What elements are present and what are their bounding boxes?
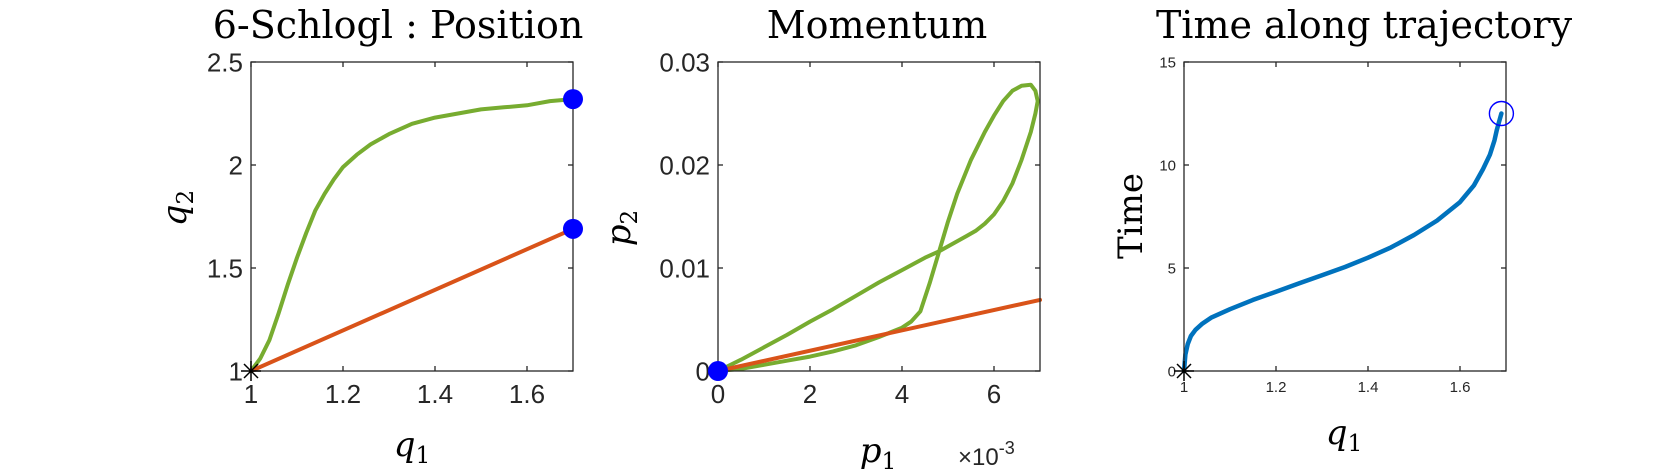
position-plot-frame xyxy=(250,61,574,372)
position-series-line-2 xyxy=(249,226,575,373)
momentum-x-tick-label: 6 xyxy=(987,379,1001,409)
position-y-axis-label: q2 xyxy=(155,190,199,226)
position-y-tick-label: 1.5 xyxy=(207,253,243,283)
time-marker-layer xyxy=(1174,100,1515,381)
time-plot-frame xyxy=(1183,61,1507,372)
position-plot: 6-Schlogl : Position 1 1.2 1.4 1.611.522.5 … xyxy=(155,3,583,469)
momentum-series-layer xyxy=(716,82,1042,373)
time-x-tick-label: 1.4 xyxy=(1358,379,1379,396)
position-series-layer xyxy=(249,97,575,373)
time-y-tick-label: 10 xyxy=(1159,157,1176,174)
time-asterisk-marker xyxy=(1174,361,1194,381)
position-asterisk-marker xyxy=(241,361,261,381)
time-x-tick-label: 1.6 xyxy=(1450,379,1471,396)
momentum-x-exponent: ×10-3 xyxy=(958,438,1015,471)
position-x-tick-label: 1.6 xyxy=(509,379,545,409)
position-x-tick-label: 1 xyxy=(244,379,258,409)
time-series-line-1 xyxy=(1181,111,1504,374)
time-plot-title: Time along trajectory xyxy=(1156,3,1573,47)
position-y-tick-label: 2 xyxy=(229,150,243,180)
position-plot-title: 6-Schlogl : Position xyxy=(213,3,584,47)
momentum-filled-circle-marker xyxy=(708,361,728,381)
position-ticks-layer: 1 1.2 1.4 1.6 1 1.5 2 2.5 xyxy=(207,47,573,409)
momentum-plot: Momentum 0 2 4 6 0 0.01 0.02 0.03 p1 ×10-3 p2 xyxy=(599,3,1042,472)
time-open-circle-marker xyxy=(1488,100,1515,127)
momentum-y-tick-label: 0.01 xyxy=(659,253,710,283)
time-y-tick-label: 5 xyxy=(1168,260,1176,277)
time-plot: Time along trajectory 1 1.2 1.4 1.6 0 5 10 15 q… xyxy=(1111,3,1573,457)
momentum-x-tick-label: 4 xyxy=(895,379,909,409)
position-filled-circle-marker xyxy=(563,218,583,239)
momentum-plot-title: Momentum xyxy=(767,3,988,47)
position-x-tick-label: 1.4 xyxy=(417,379,453,409)
time-x-tick-label: 1 xyxy=(1180,379,1188,396)
momentum-y-axis-label: p2 xyxy=(599,210,643,246)
position-x-tick-label: 1.2 xyxy=(325,379,361,409)
momentum-series-line-2 xyxy=(716,297,1042,373)
time-y-axis-label: Time xyxy=(1111,173,1151,259)
time-x-axis-label: q1 xyxy=(1326,413,1362,457)
momentum-series-line-1 xyxy=(716,82,1040,373)
momentum-y-tick-label: 0 xyxy=(696,356,710,386)
position-x-axis-label: q1 xyxy=(394,425,430,469)
momentum-ticks-layer: 0 2 4 6 0 0.01 0.02 0.03 xyxy=(659,47,1040,409)
position-marker-layer xyxy=(241,89,583,381)
position-y-tick-label: 1 xyxy=(229,356,243,386)
position-series-line-1 xyxy=(249,97,575,373)
time-y-tick-label: 15 xyxy=(1159,54,1176,71)
momentum-y-tick-label: 0.03 xyxy=(659,47,710,77)
time-y-tick-label: 0 xyxy=(1168,363,1176,380)
time-ticks-layer: 1 1.2 1.4 1.6 0 5 10 15 xyxy=(1159,54,1506,396)
momentum-marker-layer xyxy=(708,361,728,381)
time-x-tick-label: 1.2 xyxy=(1266,379,1287,396)
position-filled-circle-marker xyxy=(563,89,583,110)
time-series-layer xyxy=(1181,111,1504,374)
momentum-plot-frame xyxy=(717,61,1041,372)
position-y-tick-label: 2.5 xyxy=(207,47,243,77)
momentum-x-tick-label: 0 xyxy=(711,379,725,409)
momentum-y-tick-label: 0.02 xyxy=(659,150,710,180)
momentum-x-axis-label: p1 xyxy=(860,431,896,472)
momentum-x-tick-label: 2 xyxy=(803,379,817,409)
